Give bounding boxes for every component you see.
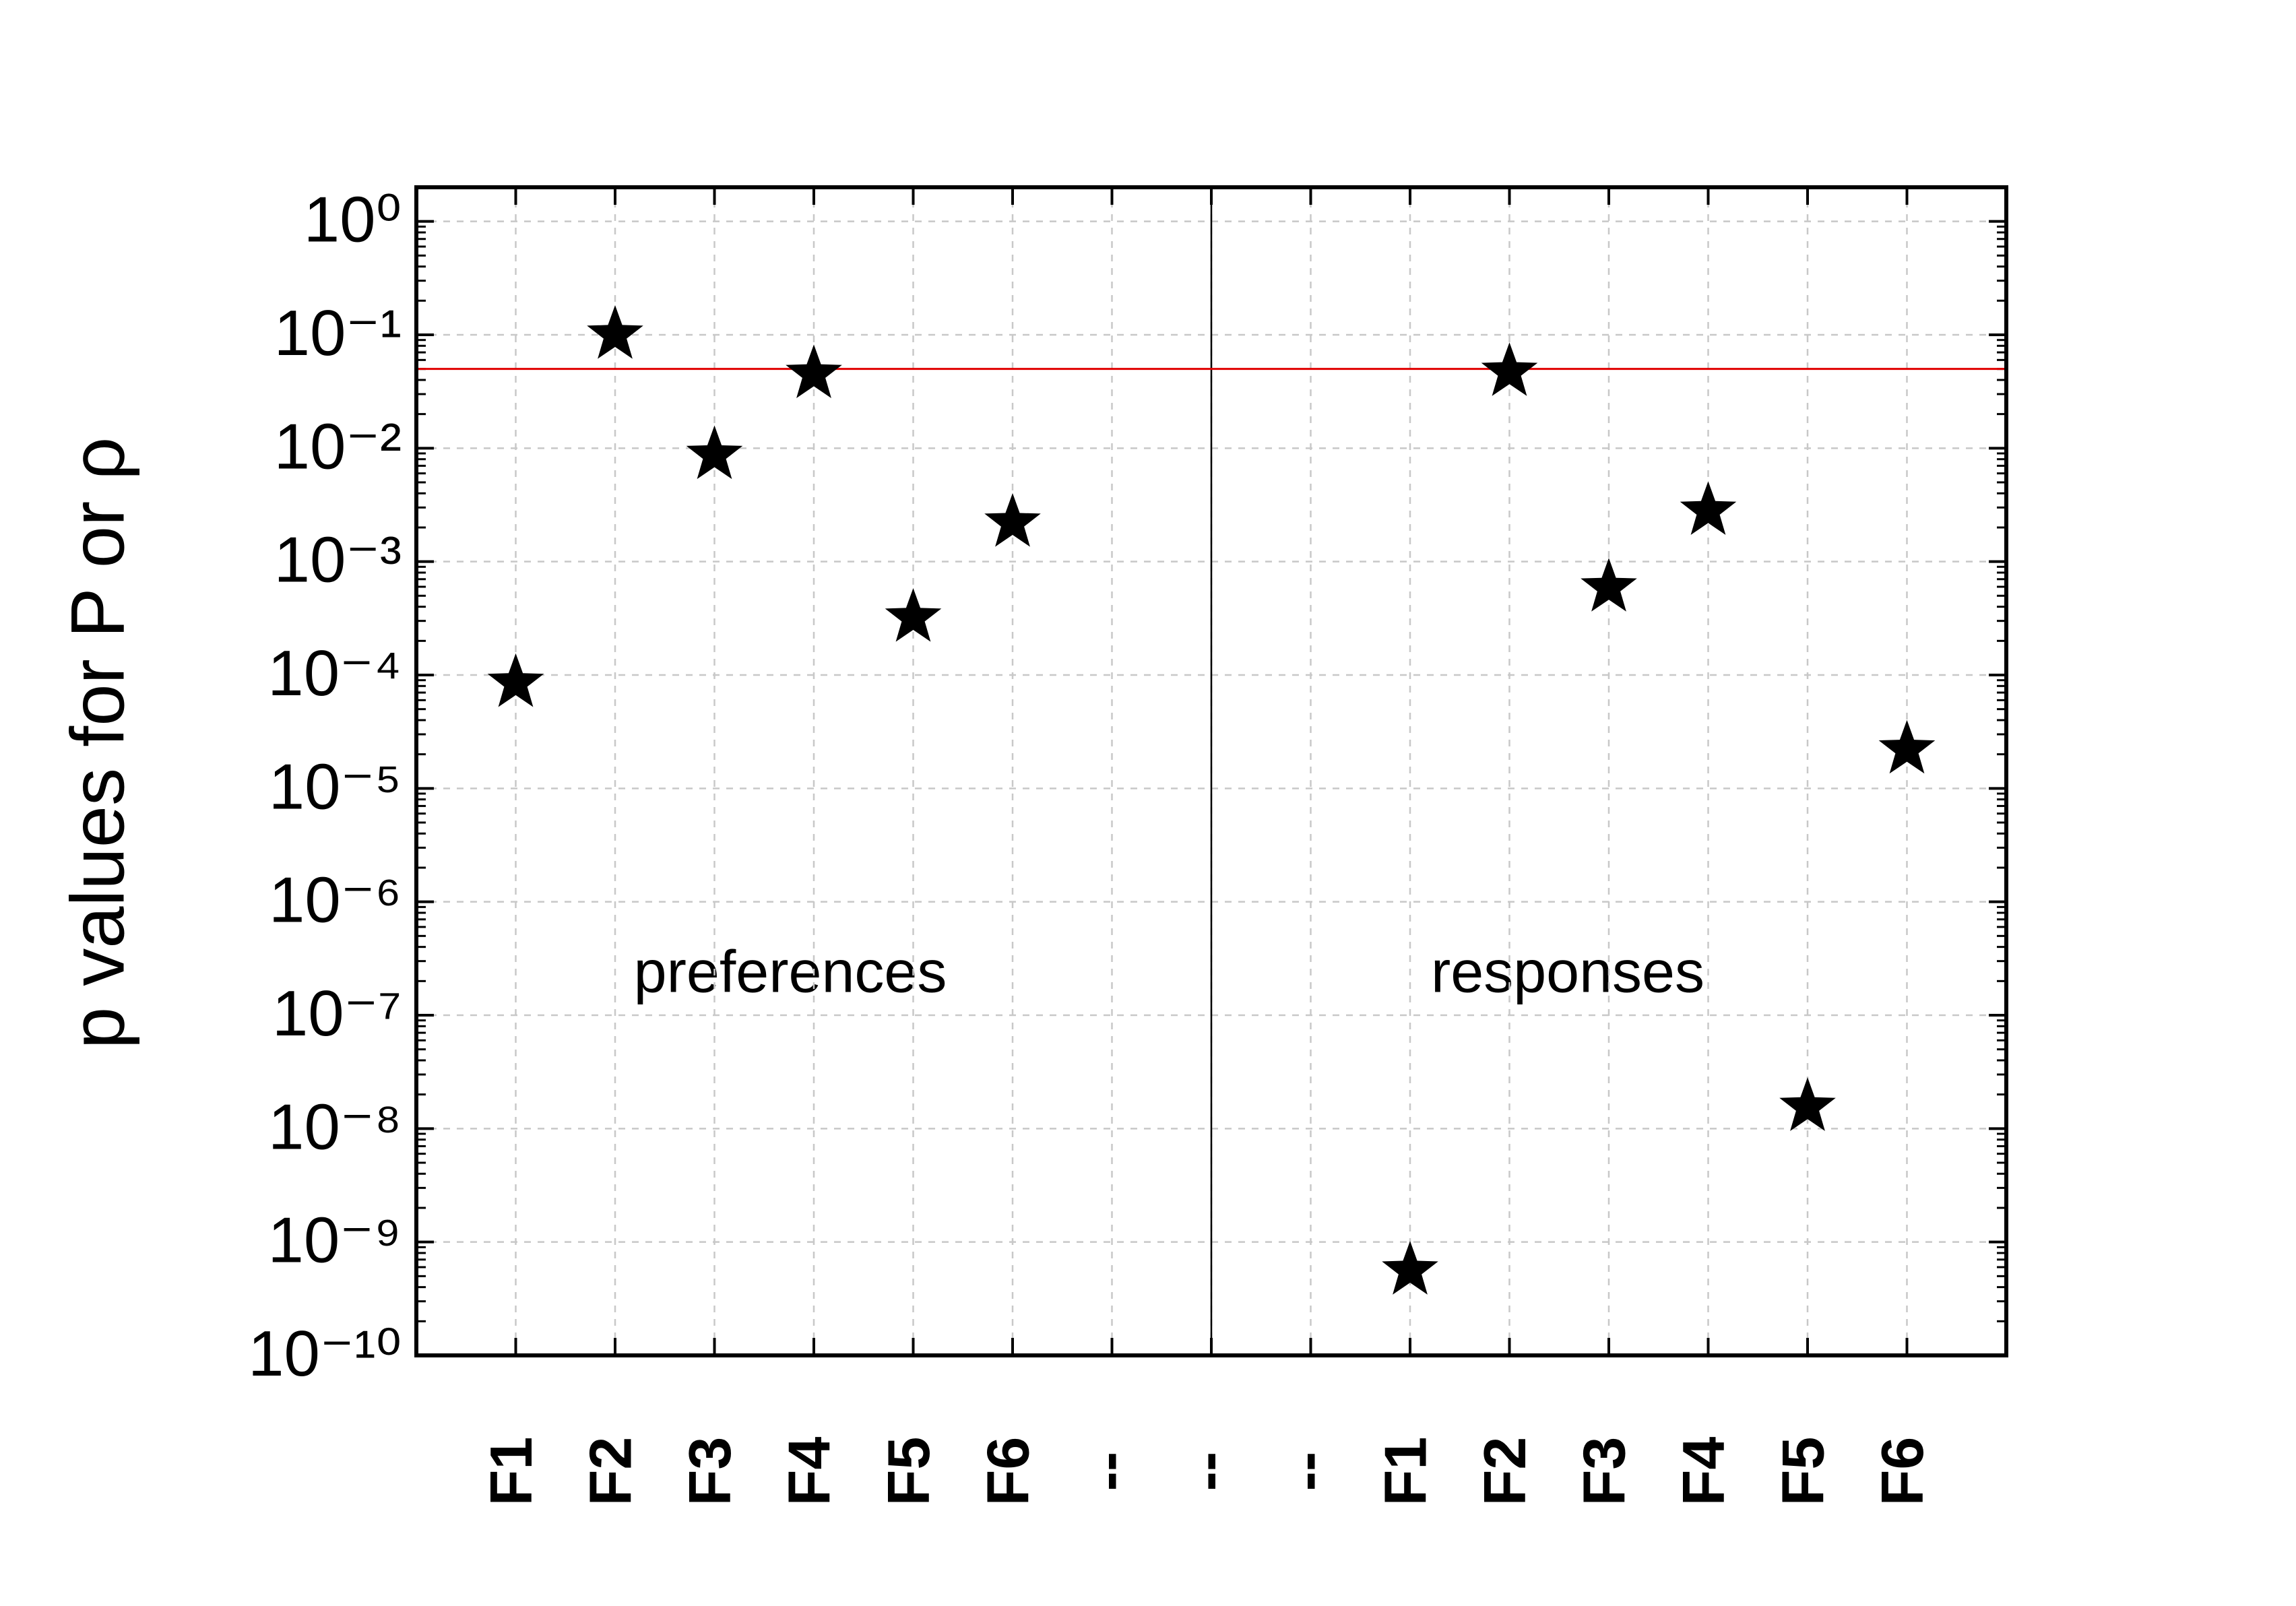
data-point — [1878, 719, 1936, 774]
data-point — [1581, 558, 1637, 612]
data-point — [984, 493, 1041, 547]
data-point — [1779, 1077, 1836, 1131]
y-tick-label: 10⁰ — [304, 184, 402, 256]
x-tick-label: F4 — [1670, 1437, 1737, 1506]
annotation: preferences — [634, 938, 947, 1004]
y-tick-label: 10⁻⁵ — [269, 750, 402, 823]
x-tick-label: F5 — [875, 1437, 942, 1506]
y-tick-label: 10⁻⁴ — [267, 637, 402, 709]
x-tick-label: F5 — [1769, 1437, 1836, 1506]
x-tick-label: F2 — [1471, 1437, 1538, 1506]
x-tick-label: F4 — [775, 1437, 842, 1506]
y-tick-label: 10⁻³ — [274, 524, 402, 596]
y-tick-label: 10⁻⁹ — [267, 1204, 402, 1277]
x-tick-label: F1 — [478, 1437, 544, 1506]
x-tick-label: F2 — [577, 1437, 643, 1506]
y-tick-label: 10⁻⁷ — [272, 977, 402, 1050]
x-tick-label: F3 — [1570, 1437, 1637, 1506]
x-tick-label: F1 — [1372, 1437, 1438, 1506]
y-tick-label: 10⁻⁶ — [269, 864, 402, 936]
y-tick-label: 10⁻¹⁰ — [248, 1318, 402, 1390]
data-point — [1680, 481, 1737, 535]
x-tick-label: -- — [1074, 1452, 1141, 1491]
x-tick-label: F6 — [974, 1437, 1041, 1506]
annotation: responses — [1431, 938, 1704, 1004]
data-point — [786, 344, 842, 398]
data-point — [487, 653, 544, 707]
data-point — [1382, 1241, 1438, 1295]
x-tick-label: F6 — [1869, 1437, 1936, 1506]
y-axis-label: p values for P or ρ — [56, 437, 140, 1049]
data-point — [1481, 342, 1538, 396]
data-point — [686, 425, 743, 480]
x-tick-label: F3 — [676, 1437, 743, 1506]
x-tick-label: -- — [1173, 1452, 1240, 1491]
data-point — [885, 588, 942, 642]
y-tick-label: 10⁻¹ — [274, 297, 402, 369]
y-tick-label: 10⁻⁸ — [268, 1091, 402, 1163]
data-point — [587, 305, 643, 359]
x-tick-label: -- — [1273, 1452, 1339, 1491]
y-tick-label: 10⁻² — [274, 410, 402, 482]
plot-frame — [414, 185, 2008, 1357]
